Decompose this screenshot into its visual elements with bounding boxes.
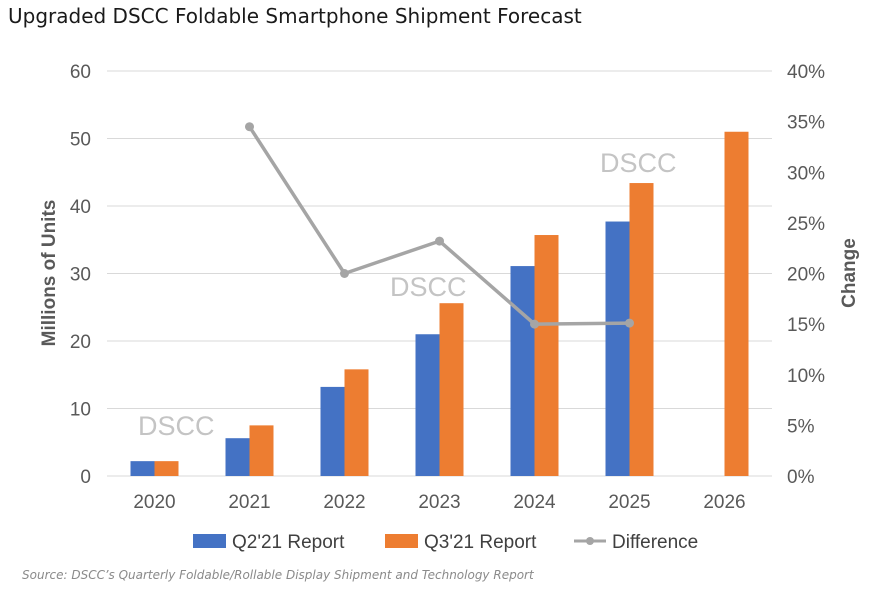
bar-q3 (534, 235, 559, 476)
y-tick-label: 50 (70, 130, 91, 151)
bar-q2 (605, 221, 630, 476)
x-tick-label: 2024 (513, 492, 556, 513)
legend-label-q3: Q3'21 Report (424, 532, 537, 553)
x-tick-label: 2020 (133, 492, 175, 513)
y-tick-label: 60 (70, 62, 91, 83)
difference-point (340, 269, 349, 278)
y2-tick-label: 20% (787, 265, 825, 286)
x-tick-label: 2026 (703, 492, 745, 513)
difference-point (435, 236, 444, 246)
bar-q3 (629, 183, 654, 477)
left-axis-ticks: 0 10 20 30 40 50 60 (70, 62, 91, 488)
legend-marker-difference (586, 537, 594, 545)
bars (130, 131, 749, 477)
x-tick-label: 2022 (323, 492, 365, 513)
y2-tick-label: 0% (787, 467, 815, 488)
y2-tick-label: 10% (787, 366, 825, 387)
legend-swatch-q2 (193, 534, 226, 548)
y2-tick-label: 5% (787, 416, 815, 437)
x-tick-label: 2023 (418, 492, 460, 513)
y2-tick-label: 30% (787, 163, 825, 184)
bar-q3 (249, 425, 274, 476)
y2-tick-label: 25% (787, 214, 825, 235)
y-axis-title: Millions of Units (39, 200, 60, 347)
x-tick-label: 2025 (608, 492, 650, 513)
y2-tick-label: 40% (787, 62, 825, 83)
legend-label-q2: Q2'21 Report (232, 532, 345, 553)
source-note: Source: DSCC’s Quarterly Foldable/Rollab… (22, 568, 534, 582)
bar-q2 (130, 461, 155, 476)
y-tick-label: 0 (80, 467, 91, 488)
y-tick-label: 40 (70, 197, 91, 218)
x-axis-ticks: 2020 2021 2022 2023 2024 2025 2026 (133, 492, 745, 513)
legend: Q2'21 Report Q3'21 Report Difference (193, 532, 698, 553)
difference-point (245, 122, 254, 132)
y2-tick-label: 15% (787, 315, 825, 336)
bar-q3 (344, 369, 369, 476)
bar-q2 (320, 386, 345, 476)
y2-axis-title: Change (839, 238, 860, 308)
chart: DSCC DSCC DSCC 0 10 20 30 40 50 60 0% 5% 10% 15% 2… (39, 62, 860, 553)
bar-q2 (225, 438, 250, 476)
legend-label-difference: Difference (612, 532, 698, 553)
watermark: DSCC (600, 148, 677, 178)
bar-q2 (415, 334, 440, 476)
y-tick-label: 30 (70, 265, 91, 286)
bar-q2 (510, 266, 535, 476)
watermark: DSCC (390, 272, 467, 302)
y-tick-label: 10 (70, 400, 91, 421)
difference-line (245, 122, 634, 329)
bar-q3 (439, 303, 464, 476)
chart-title: Upgraded DSCC Foldable Smartphone Shipme… (8, 4, 582, 28)
x-tick-label: 2021 (228, 492, 270, 513)
watermarks: DSCC DSCC DSCC (138, 148, 677, 441)
right-axis-ticks: 0% 5% 10% 15% 20% 25% 30% 35% 40% (787, 62, 825, 488)
legend-swatch-q3 (385, 534, 418, 548)
y-tick-label: 20 (70, 332, 91, 353)
watermark: DSCC (138, 411, 215, 441)
difference-point (625, 318, 634, 328)
bar-q3 (724, 131, 749, 476)
bar-q3 (154, 461, 179, 476)
difference-point (530, 319, 539, 329)
y2-tick-label: 35% (787, 113, 825, 134)
